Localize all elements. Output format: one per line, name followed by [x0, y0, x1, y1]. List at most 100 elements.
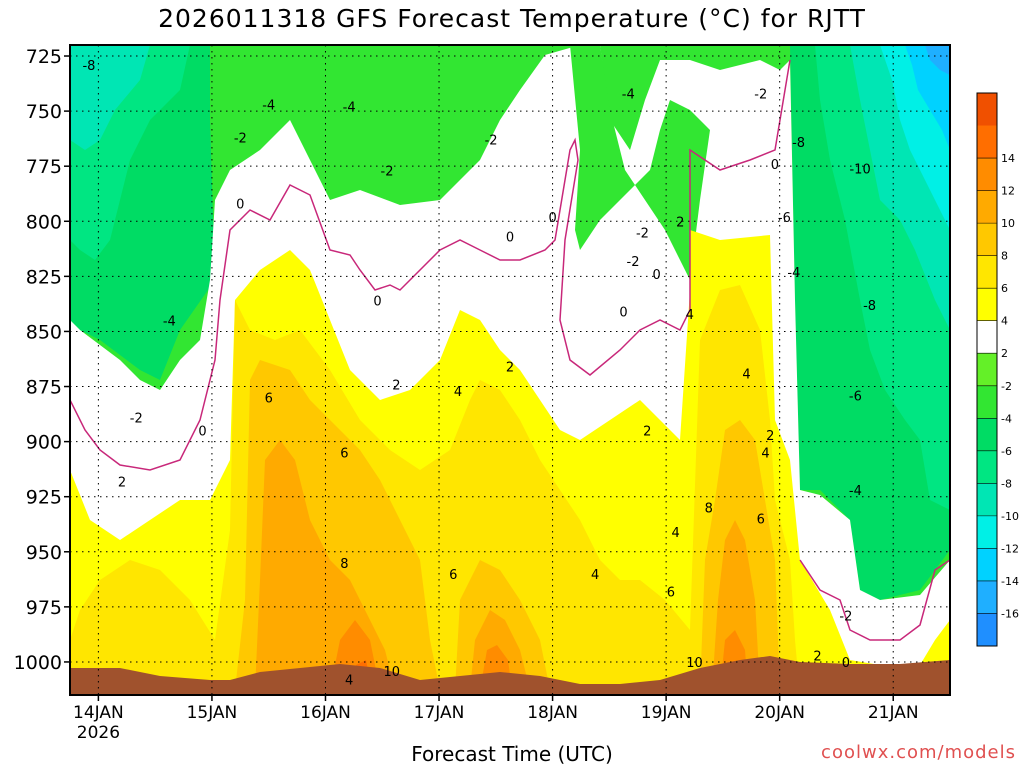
contour-label: 4 — [761, 447, 769, 462]
colorbar-label: 8 — [1001, 250, 1008, 263]
colorbar-label: 2 — [1001, 347, 1008, 360]
colorbar-swatch — [977, 580, 997, 614]
band-minus2-mid — [570, 45, 710, 280]
colorbar-swatch — [977, 418, 997, 452]
contour-label: -2 — [636, 226, 649, 241]
band-minus14-right — [905, 45, 950, 150]
contour-label: -10 — [849, 162, 870, 177]
band-6-8 — [235, 360, 780, 690]
x-tick-label: 17JAN — [414, 703, 465, 723]
contour-label: 4 — [686, 308, 694, 323]
colorbar-label: 6 — [1001, 282, 1008, 295]
contour-label: -2 — [839, 610, 852, 625]
x-tick-label: 15JAN — [187, 703, 238, 723]
contour-label: 4 — [454, 385, 462, 400]
contour-label: 2 — [813, 649, 821, 664]
band-minus10-left — [70, 45, 150, 150]
contour-label: -8 — [82, 59, 95, 74]
filled-contour-regions — [70, 45, 950, 695]
contour-label: 6 — [449, 568, 457, 583]
contour-label: -2 — [234, 132, 247, 147]
colorbar-swatch — [977, 223, 997, 257]
colorbar-label: 14 — [1001, 152, 1015, 165]
contour-label: -6 — [778, 211, 791, 226]
colorbar-swatch — [977, 613, 997, 647]
colorbar-label: -16 — [1001, 607, 1019, 620]
contour-label: 10 — [686, 656, 703, 671]
colorbar-swatch — [977, 548, 997, 582]
colorbar-swatch — [977, 320, 997, 354]
y-tick-label: 775 — [26, 156, 62, 178]
y-tick-label: 725 — [26, 46, 62, 68]
colorbar-swatch — [977, 450, 997, 484]
contour-label: 4 — [345, 674, 353, 689]
colorbar-swatch — [977, 483, 997, 517]
contour-label: -6 — [849, 389, 862, 404]
contour-label: 6 — [265, 392, 273, 407]
contour-label: -4 — [262, 98, 275, 113]
contour-label: 0 — [373, 295, 381, 310]
y-tick-label: 975 — [26, 597, 62, 619]
contour-label: 4 — [591, 568, 599, 583]
contour-label: -2 — [627, 255, 640, 270]
y-tick-label: 850 — [26, 321, 62, 343]
x-axis-label: Forecast Time (UTC) — [411, 742, 613, 766]
colorbar-swatch — [977, 190, 997, 224]
colorbar-label: -4 — [1001, 412, 1012, 425]
colorbar-frame — [976, 92, 998, 647]
contour-label: -2 — [381, 165, 394, 180]
y-tick-label: 1000 — [14, 652, 62, 674]
contour-label: -4 — [849, 484, 862, 499]
colorbar-label: -2 — [1001, 380, 1012, 393]
y-tick-label: 925 — [26, 487, 62, 509]
contour-label: -2 — [485, 134, 498, 149]
contour-label: 10 — [383, 665, 400, 680]
contour-label: -4 — [343, 101, 356, 116]
ground-surface — [70, 656, 950, 695]
contour-label: 6 — [667, 585, 675, 600]
freezing-line — [70, 59, 791, 471]
y-tick-label: 800 — [26, 211, 62, 233]
colorbar-label: -6 — [1001, 445, 1012, 458]
grid-lines — [70, 45, 950, 695]
x-tick-label: 16JAN — [300, 703, 351, 723]
colorbar-swatch — [977, 255, 997, 289]
contour-label: -4 — [163, 314, 176, 329]
colorbar-swatch — [977, 288, 997, 322]
y-tick-label: 875 — [26, 377, 62, 399]
chart-title: 2026011318 GFS Forecast Temperature (°C)… — [158, 4, 866, 33]
y-tick-label: 825 — [26, 266, 62, 288]
x-tick-sublabel: 2026 — [77, 723, 120, 743]
x-tick-label: 21JAN — [868, 703, 919, 723]
contour-label: 0 — [198, 425, 206, 440]
contour-label: 2 — [676, 215, 684, 230]
contour-label: -4 — [787, 266, 800, 281]
contour-label: 2 — [506, 361, 514, 376]
contour-label: 6 — [340, 447, 348, 462]
contour-label: 0 — [619, 306, 627, 321]
y-tick-label: 750 — [26, 101, 62, 123]
contour-label: 6 — [757, 513, 765, 528]
contour-label: 8 — [340, 557, 348, 572]
contour-label: 4 — [742, 367, 750, 382]
colorbar-swatch — [977, 515, 997, 549]
colorbar-label: -10 — [1001, 510, 1019, 523]
contour-label: 0 — [842, 656, 850, 671]
colorbar-swatch — [977, 353, 997, 387]
contour-labels: -8 -4 -2 0 2 -4 -2 0 6 4 10 -4 -2 0 2 6 8 -2 0 2 4 6 0 -4 0 -2 -2 0… — [82, 59, 876, 689]
contour-label: 2 — [766, 429, 774, 444]
contour-label: -8 — [792, 136, 805, 151]
band-minus16-right — [925, 45, 950, 75]
colorbar-label: 12 — [1001, 185, 1015, 198]
contour-label: 4 — [671, 526, 679, 541]
x-tick-label: 19JAN — [641, 703, 692, 723]
x-tick-label: 18JAN — [527, 703, 578, 723]
colorbar-swatch — [977, 93, 997, 127]
band-8-10 — [255, 440, 760, 690]
y-tick-label: 900 — [26, 432, 62, 454]
contour-label: 0 — [506, 231, 514, 246]
colorbar-label: -12 — [1001, 542, 1019, 555]
colorbar-label: -8 — [1001, 477, 1012, 490]
